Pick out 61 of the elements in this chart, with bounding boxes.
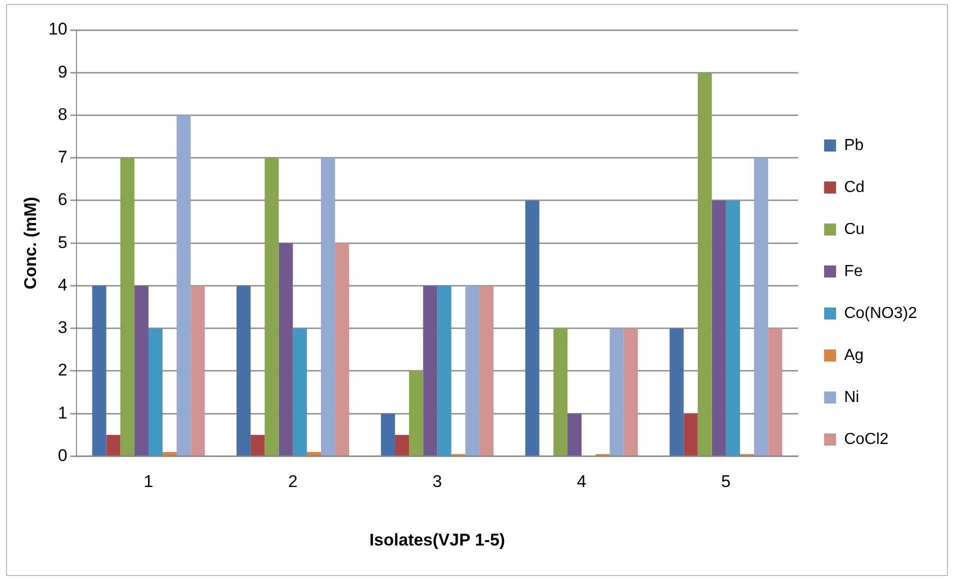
bar xyxy=(423,286,438,456)
legend-label: Pb xyxy=(844,136,864,154)
bar xyxy=(106,434,120,456)
y-tick-label: 10 xyxy=(48,20,68,39)
x-tick-label: 4 xyxy=(576,472,586,492)
y-tick-label: 8 xyxy=(58,104,68,124)
bar xyxy=(250,434,265,456)
bar xyxy=(306,452,321,456)
legend-label: Ni xyxy=(844,388,860,406)
bar xyxy=(553,328,568,456)
x-tick-label: 1 xyxy=(144,472,154,492)
bar xyxy=(92,286,106,456)
bar xyxy=(264,158,279,456)
bar xyxy=(624,328,638,456)
bar xyxy=(610,328,624,456)
bar xyxy=(134,286,148,456)
bar xyxy=(754,158,768,456)
bar xyxy=(236,286,251,456)
bar xyxy=(768,328,782,456)
bar xyxy=(437,286,452,456)
legend-label: Fe xyxy=(844,262,863,280)
bar xyxy=(190,286,205,456)
bar xyxy=(479,286,494,456)
legend-label: CoCl2 xyxy=(844,430,889,448)
bar xyxy=(176,115,191,456)
bar xyxy=(726,200,740,456)
bar xyxy=(148,328,163,456)
y-tick-label: 3 xyxy=(58,318,68,338)
y-tick-label: 7 xyxy=(58,148,68,167)
legend-label: Cd xyxy=(844,178,865,196)
x-tick-label: 2 xyxy=(288,472,298,492)
bar xyxy=(162,452,177,456)
x-tick-label: 3 xyxy=(432,472,442,492)
bar xyxy=(698,72,712,456)
bar xyxy=(567,414,582,456)
y-axis-title: Conc. (mM) xyxy=(20,196,40,290)
y-tick-label: 0 xyxy=(58,446,68,465)
bar xyxy=(335,243,350,456)
bar xyxy=(320,158,336,456)
bar xyxy=(684,414,698,456)
bar xyxy=(278,243,293,456)
y-tick-label: 1 xyxy=(58,403,68,422)
y-tick-label: 6 xyxy=(58,190,68,210)
bar xyxy=(670,328,684,456)
legend-label: Cu xyxy=(844,220,865,238)
bar xyxy=(465,286,480,456)
legend-label: Co(NO3)2 xyxy=(844,304,918,322)
legend-label: Ag xyxy=(844,346,864,364)
x-tick-label: 5 xyxy=(721,472,731,492)
x-axis-title: Isolates(VJP 1-5) xyxy=(369,530,506,550)
bar xyxy=(394,434,410,456)
y-tick-label: 5 xyxy=(58,232,68,252)
bar xyxy=(120,158,134,456)
y-tick-label: 4 xyxy=(58,275,68,294)
bar xyxy=(712,200,726,456)
bar xyxy=(380,414,395,456)
y-tick-label: 9 xyxy=(58,62,68,82)
bar xyxy=(409,370,424,456)
y-tick-label: 2 xyxy=(58,360,68,380)
bar xyxy=(292,328,307,456)
bar xyxy=(525,200,540,456)
